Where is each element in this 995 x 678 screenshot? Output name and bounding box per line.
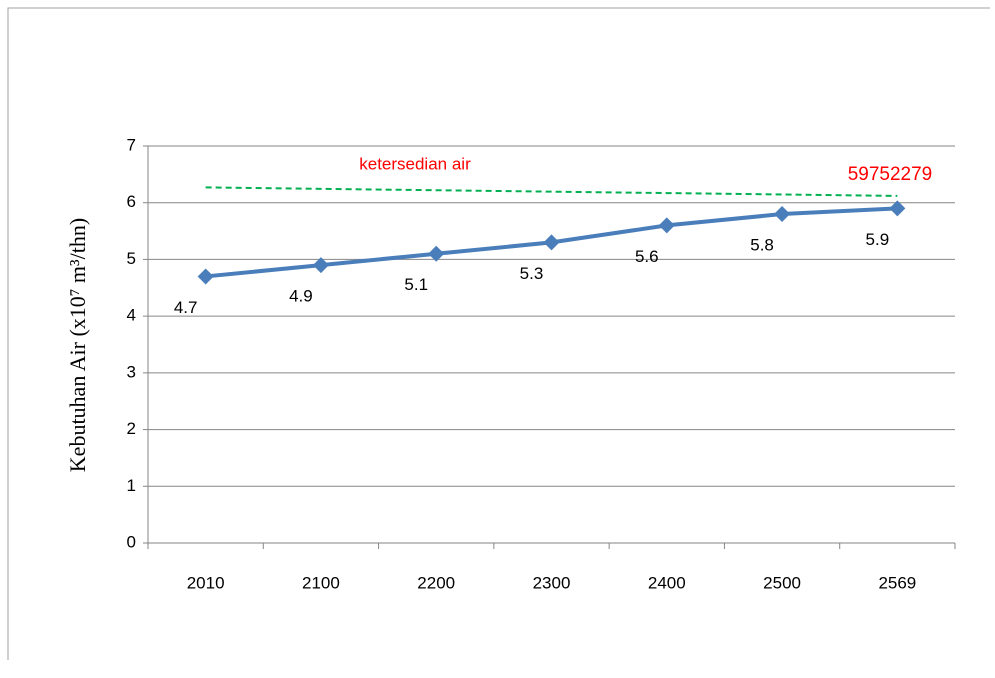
y-tick-label: 1	[127, 476, 136, 495]
data-label: 4.7	[174, 298, 198, 317]
reference-line	[205, 186, 898, 197]
y-tick-label: 5	[127, 249, 136, 268]
y-axis-title: Kebutuhan Air (x10⁷ m³/thn)	[65, 218, 90, 472]
y-tick-label: 2	[127, 419, 136, 438]
x-tick-label: 2500	[763, 573, 801, 592]
x-tick-label: 2100	[302, 573, 340, 592]
data-label: 5.3	[520, 264, 544, 283]
marker	[428, 245, 445, 262]
marker	[312, 257, 329, 274]
y-tick-label: 7	[127, 135, 136, 154]
data-label: 5.6	[635, 247, 659, 266]
y-tick-label: 4	[127, 306, 136, 325]
x-tick-label: 2569	[878, 573, 916, 592]
marker	[889, 200, 906, 217]
marker	[197, 268, 214, 285]
frame	[7, 7, 990, 660]
x-tick-label: 2400	[648, 573, 686, 592]
series-label: ketersedian air	[359, 154, 471, 173]
y-tick-label: 0	[127, 532, 136, 551]
data-label: 5.9	[866, 230, 890, 249]
marker	[774, 206, 791, 223]
y-tick-label: 6	[127, 192, 136, 211]
annotation: 59752279	[848, 164, 933, 185]
x-tick-label: 2010	[187, 573, 225, 592]
data-label: 5.1	[404, 275, 428, 294]
data-label: 5.8	[750, 236, 774, 255]
x-tick-label: 2200	[417, 573, 455, 592]
marker	[543, 234, 560, 251]
data-label: 4.9	[289, 287, 313, 306]
x-tick-label: 2300	[533, 573, 571, 592]
marker	[658, 217, 675, 234]
y-tick-label: 3	[127, 362, 136, 381]
